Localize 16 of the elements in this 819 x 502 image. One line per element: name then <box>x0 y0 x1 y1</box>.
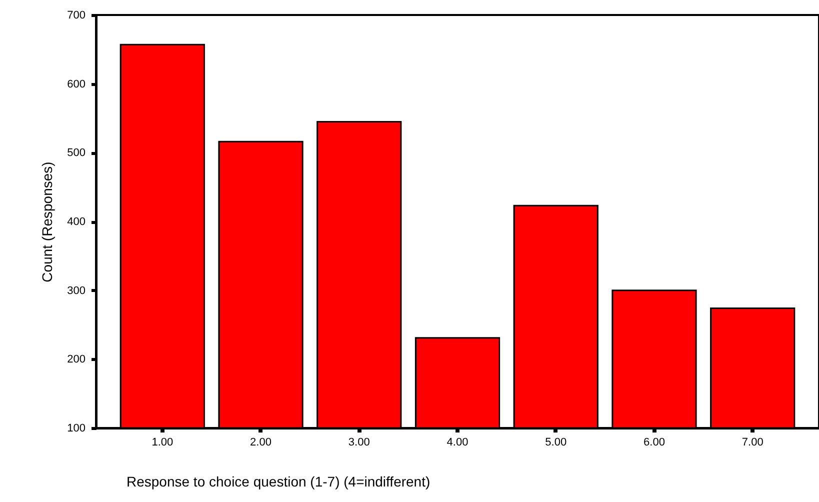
y-tick-label: 500 <box>67 147 86 160</box>
y-tick-label: 400 <box>67 216 86 228</box>
x-tick-label: 7.00 <box>742 436 764 448</box>
x-tick-label: 2.00 <box>250 436 272 448</box>
x-tick-label: 6.00 <box>644 436 665 448</box>
y-axis-title: Count (Responses) <box>39 162 56 282</box>
y-tick-label: 100 <box>67 422 86 434</box>
x-tick-label: 5.00 <box>545 436 567 448</box>
y-tick-label: 700 <box>67 10 86 22</box>
x-axis-title: Response to choice question (1-7) (4=indifferent) <box>126 474 430 490</box>
y-tick-label: 300 <box>67 284 86 297</box>
x-tick-label: 3.00 <box>348 436 370 448</box>
y-tick-label: 600 <box>67 78 86 90</box>
x-tick-label: 1.00 <box>152 436 174 448</box>
x-tick-label: 4.00 <box>446 436 468 448</box>
y-tick-label: 200 <box>67 354 86 366</box>
